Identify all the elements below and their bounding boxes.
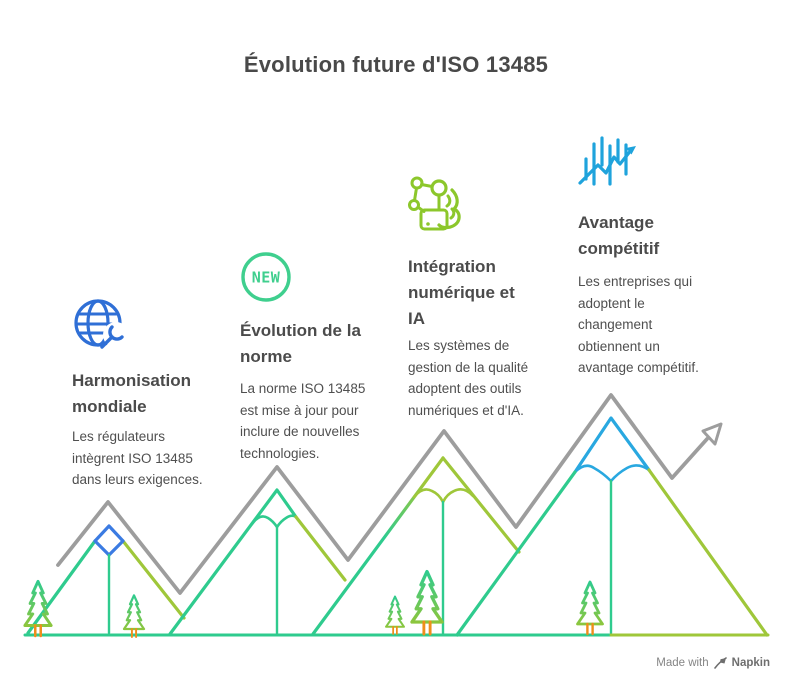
section-heading: Harmonisation mondiale xyxy=(72,371,192,416)
mountain-4 xyxy=(455,416,769,637)
growth-chart-icon xyxy=(578,131,738,194)
new-badge-icon: NEW xyxy=(240,251,400,308)
page-title: Évolution future d'ISO 13485 xyxy=(243,52,549,77)
mountain-2 xyxy=(168,488,347,636)
napkin-watermark[interactable]: Made with Napkin xyxy=(656,656,770,669)
section-integration-numerique-ia: Intégration numérique et IA Les systèmes… xyxy=(408,176,568,421)
section-avantage-competitif: Avantage compétitif Les entreprises qui … xyxy=(578,131,738,379)
watermark-brand: Napkin xyxy=(731,656,770,669)
section-evolution-norme: NEW Évolution de la norme La norme ISO 1… xyxy=(240,251,400,464)
globe-wrench-icon xyxy=(72,296,232,359)
new-badge-label: NEW xyxy=(252,269,281,287)
napkin-logo-icon xyxy=(713,656,727,669)
section-heading: Intégration numérique et IA xyxy=(408,257,515,328)
section-heading: Évolution de la norme xyxy=(240,321,361,366)
ridge-trendline xyxy=(56,393,723,595)
section-harmonisation-mondiale: Harmonisation mondiale Les régulateurs i… xyxy=(72,296,232,491)
network-hand-icon xyxy=(408,176,568,239)
mountain-1 xyxy=(26,524,186,635)
pine-trees xyxy=(23,569,604,639)
section-heading: Avantage compétitif xyxy=(578,213,660,258)
section-body: Les systèmes de gestion de la qualité ad… xyxy=(408,338,529,418)
watermark-prefix: Made with xyxy=(656,656,709,669)
section-body: Les entreprises qui adoptent le changeme… xyxy=(578,274,699,375)
section-body: Les régulateurs intègrent ISO 13485 dans… xyxy=(72,429,203,487)
section-body: La norme ISO 13485 est mise à jour pour … xyxy=(240,381,366,461)
mountain-3 xyxy=(311,456,521,636)
